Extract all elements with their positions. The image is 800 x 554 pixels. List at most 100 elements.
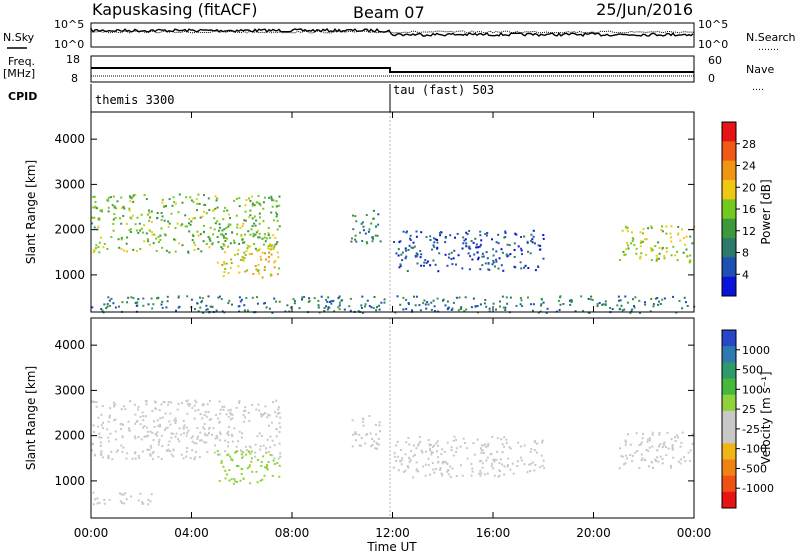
echo-cell-0: [92, 206, 95, 209]
echo-cell-0: [120, 408, 123, 411]
echo-cell-5: [640, 459, 643, 462]
echo-cell-0: [225, 413, 228, 416]
echo-cell-4: [479, 447, 482, 450]
echo-cell-0: [191, 406, 194, 409]
echo-cell-0: [269, 446, 272, 449]
echo-cell-4: [399, 460, 402, 463]
echo-cell-0: [144, 415, 147, 418]
echo-cell-4: [503, 445, 506, 448]
echo-cell-0: [109, 432, 112, 435]
echo-cell-0: [155, 407, 157, 410]
echo-cell-4: [452, 454, 455, 457]
echo-cell-0: [120, 238, 123, 241]
echo-cell-5: [460, 306, 463, 309]
echo-cell-0: [140, 438, 143, 441]
echo-cell-0: [116, 200, 119, 203]
echo-cell-0: [99, 209, 102, 212]
echo-cell-4: [674, 254, 677, 257]
echo-cell-3: [433, 245, 436, 248]
echo-cell-0: [149, 216, 152, 219]
echo-cell-5: [647, 449, 650, 452]
echo-cell-5: [648, 437, 651, 440]
noise-tick-top-right: 10^5: [698, 18, 728, 31]
colorbar-tick-label: 16: [742, 203, 756, 216]
echo-cell-0: [130, 217, 133, 220]
echo-cell-5: [639, 311, 641, 314]
echo-cell-4: [535, 451, 538, 454]
echo-cell-5: [107, 296, 110, 299]
echo-cell-4: [665, 232, 668, 235]
echo-cell-0: [219, 408, 222, 411]
echo-cell-0: [273, 245, 276, 248]
echo-cell-0: [159, 425, 162, 428]
echo-cell-4: [529, 470, 532, 472]
echo-cell-0: [131, 195, 134, 198]
echo-cell-0: [163, 233, 166, 236]
echo-cell-0: [208, 209, 211, 211]
echo-cell-4: [517, 441, 520, 444]
echo-cell-0: [200, 250, 203, 253]
echo-cell-4: [481, 462, 484, 465]
echo-cell-5: [303, 296, 306, 298]
echo-cell-0: [170, 432, 173, 435]
echo-cell-0: [91, 449, 94, 452]
echo-cell-5: [132, 297, 135, 300]
echo-cell-0: [107, 210, 110, 213]
echo-cell-0: [248, 197, 251, 200]
echo-cell-4: [506, 465, 509, 468]
echo-cell-3: [474, 237, 477, 240]
echo-cell-5: [659, 455, 662, 458]
echo-cell-0: [276, 205, 279, 208]
echo-cell-5: [519, 297, 522, 299]
echo-cell-5: [558, 309, 561, 311]
echo-cell-4: [441, 460, 444, 463]
echo-cell-3: [401, 259, 404, 262]
echo-cell-4: [476, 438, 479, 441]
echo-cell-0: [186, 399, 189, 402]
echo-cell-3: [461, 247, 464, 250]
echo-cell-0: [203, 423, 206, 425]
echo-cell-0: [228, 426, 230, 429]
echo-cell-0: [248, 420, 251, 422]
echo-cell-5: [175, 309, 177, 312]
colorbar-tick-label: 24: [742, 160, 756, 173]
echo-cell-5: [211, 305, 214, 308]
echo-cell-0: [195, 401, 198, 404]
echo-cell-0: [199, 439, 202, 442]
echo-cell-3: [531, 238, 534, 241]
echo-cell-4: [684, 243, 687, 246]
echo-cell-5: [521, 305, 524, 308]
echo-cell-1: [272, 248, 275, 251]
echo-cell-5: [559, 295, 562, 298]
echo-cell-0: [160, 227, 163, 230]
echo-cell-5: [624, 295, 627, 298]
echo-cell-4: [626, 226, 629, 229]
echo-cell-1: [255, 268, 258, 271]
echo-cell-0: [267, 451, 270, 453]
echo-cell-3: [520, 247, 523, 250]
echo-cell-5: [360, 306, 363, 309]
echo-cell-5: [320, 295, 323, 298]
echo-cell-0: [125, 242, 128, 245]
echo-cell-3: [429, 264, 432, 267]
echo-cell-4: [400, 463, 403, 466]
echo-cell-0: [272, 234, 275, 237]
echo-cell-2: [355, 220, 358, 223]
echo-cell-0: [136, 216, 139, 219]
echo-cell-4: [421, 451, 424, 454]
echo-cell-1: [233, 478, 236, 481]
echo-cell-3: [420, 253, 423, 256]
echo-cell-2: [354, 234, 357, 237]
echo-cell-5: [631, 454, 634, 457]
echo-cell-5: [532, 309, 534, 312]
echo-cell-1: [221, 264, 224, 266]
echo-cell-5: [378, 304, 380, 307]
nave-tick-bottom: 0: [708, 72, 715, 85]
echo-cell-4: [491, 462, 493, 465]
echo-cell-4: [626, 230, 629, 233]
echo-cell-4: [446, 470, 449, 473]
echo-cell-5: [301, 296, 304, 299]
echo-cell-5: [504, 306, 507, 309]
echo-cell-0: [120, 196, 123, 199]
echo-cell-1: [236, 464, 239, 467]
